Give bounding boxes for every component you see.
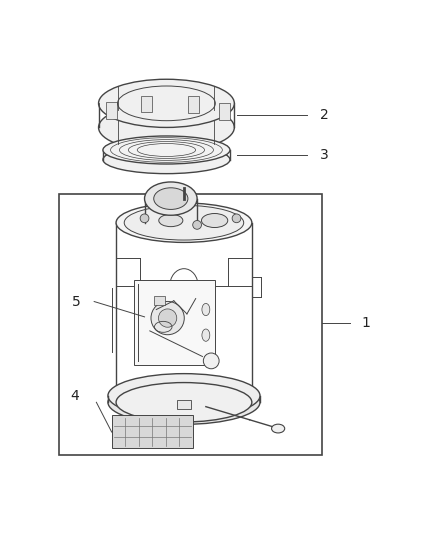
Bar: [134, 280, 215, 365]
Ellipse shape: [116, 203, 252, 243]
Ellipse shape: [201, 214, 228, 228]
Ellipse shape: [272, 424, 285, 433]
Text: 5: 5: [72, 295, 81, 309]
Text: 2: 2: [320, 108, 328, 123]
Ellipse shape: [116, 383, 252, 422]
Bar: [177, 400, 191, 409]
Circle shape: [193, 221, 201, 229]
Circle shape: [140, 214, 149, 223]
Ellipse shape: [108, 374, 260, 418]
Bar: [59, 194, 322, 455]
Ellipse shape: [202, 303, 210, 316]
Bar: [187, 96, 198, 113]
Ellipse shape: [159, 214, 183, 227]
Ellipse shape: [99, 79, 234, 127]
Circle shape: [159, 309, 177, 327]
Bar: [154, 296, 165, 305]
Text: 4: 4: [70, 389, 79, 403]
Circle shape: [151, 302, 184, 335]
Ellipse shape: [202, 329, 210, 341]
Ellipse shape: [103, 136, 230, 164]
Bar: [219, 103, 230, 120]
Ellipse shape: [124, 205, 244, 240]
Circle shape: [232, 214, 241, 223]
Ellipse shape: [154, 188, 188, 209]
Bar: [112, 415, 193, 448]
Ellipse shape: [103, 146, 230, 174]
Circle shape: [203, 353, 219, 369]
Ellipse shape: [145, 182, 197, 215]
Text: 3: 3: [320, 148, 328, 162]
Text: 1: 1: [361, 317, 370, 330]
Ellipse shape: [108, 380, 260, 424]
Ellipse shape: [99, 103, 234, 151]
Bar: [141, 95, 152, 112]
Bar: [106, 102, 117, 118]
